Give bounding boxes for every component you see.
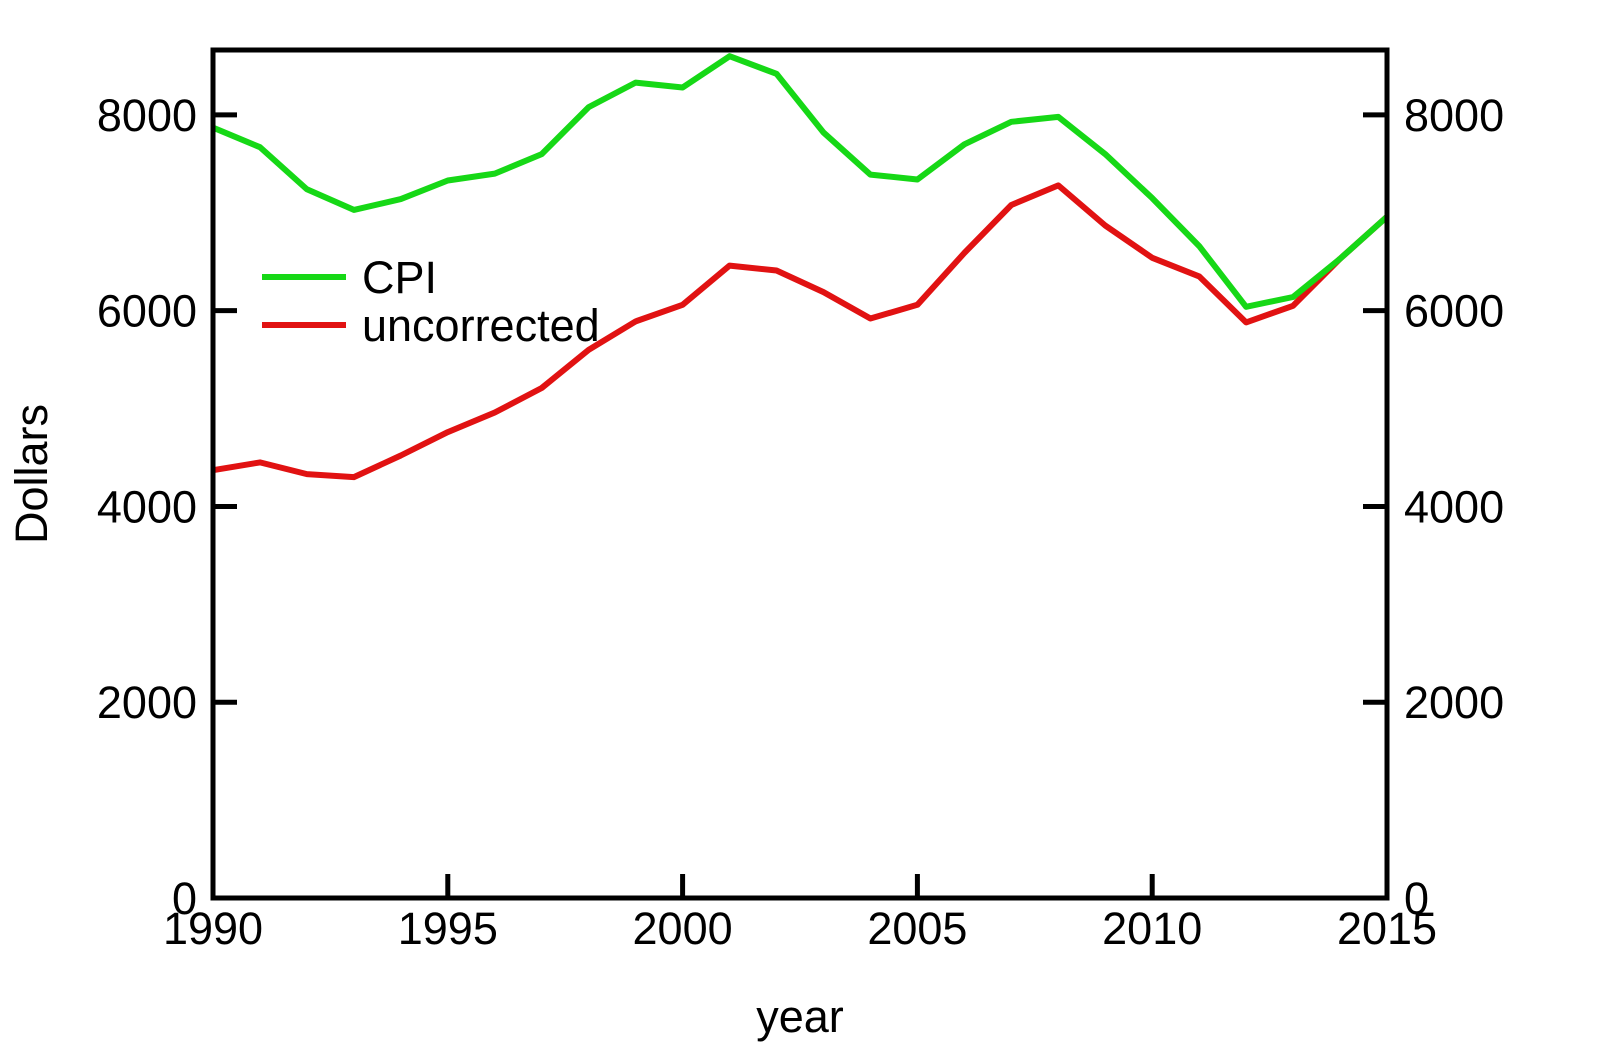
legend-label-uncorrected: uncorrected [362, 300, 600, 351]
y-tick-label-right: 8000 [1404, 90, 1504, 141]
y-axis-title: Dollars [6, 404, 57, 544]
y-tick-label-left: 0 [172, 873, 197, 924]
series-lines [211, 53, 1390, 481]
x-tick-label: 2000 [633, 903, 733, 954]
uncorrected-line [212, 182, 1390, 481]
x-axis-tick-labels: 1990 1995 2000 2005 2010 2015 [163, 903, 1437, 954]
y-tick-label-right: 2000 [1404, 677, 1504, 728]
cpi-line [211, 53, 1390, 310]
plot-frame [210, 47, 1390, 901]
x-axis-title: year [756, 991, 844, 1042]
legend-label-cpi: CPI [362, 252, 437, 303]
y-axis-tick-labels-left: 0 2000 4000 6000 8000 [97, 90, 197, 924]
x-tick-label: 2010 [1102, 903, 1202, 954]
y-tick-label-left: 8000 [97, 90, 197, 141]
y-tick-label-left: 6000 [97, 286, 197, 337]
y-axis-ticks-left [213, 112, 237, 901]
x-tick-label: 1990 [163, 903, 263, 954]
y-tick-label-right: 4000 [1404, 481, 1504, 532]
y-tick-label-right: 0 [1404, 873, 1429, 924]
y-tick-label-right: 6000 [1404, 286, 1504, 337]
x-tick-label: 1995 [398, 903, 498, 954]
legend: CPI uncorrected [262, 252, 600, 351]
x-tick-label: 2005 [867, 903, 967, 954]
y-tick-label-left: 4000 [97, 481, 197, 532]
x-tick-label: 2015 [1337, 903, 1437, 954]
y-axis-tick-labels-right: 0 2000 4000 6000 8000 [1404, 90, 1504, 924]
x-axis-ticks [210, 874, 1390, 898]
y-tick-label-left: 2000 [97, 677, 197, 728]
